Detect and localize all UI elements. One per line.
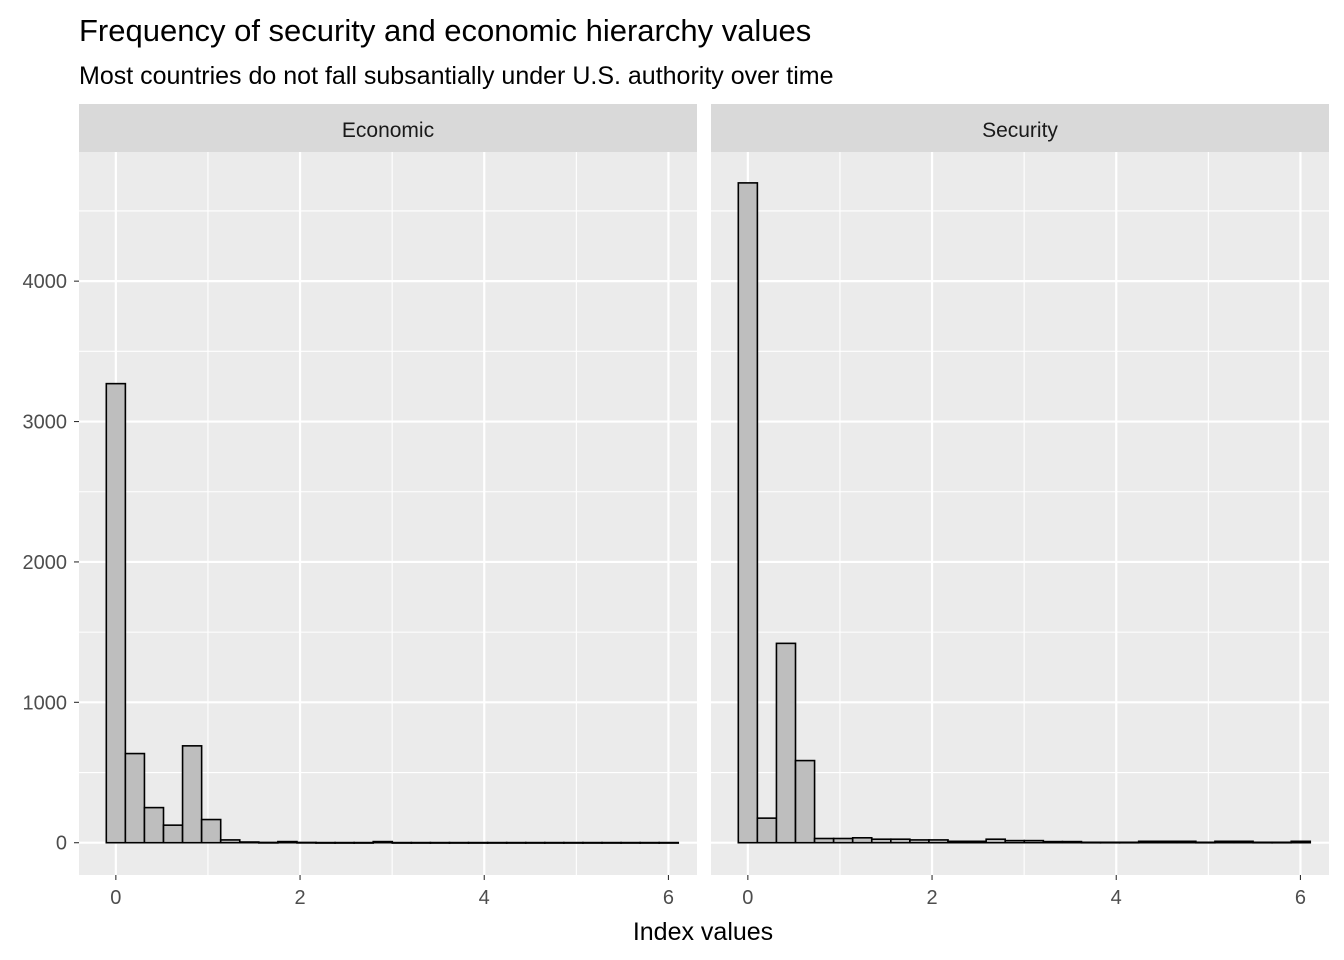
panels-layer: Economic 0 2 4 6 Security 0 2 4 6 [79, 104, 1329, 909]
histogram-bar [410, 841, 432, 844]
histogram-bar [966, 840, 987, 844]
histogram-bar [601, 841, 622, 844]
histogram-bar [1214, 840, 1235, 844]
histogram-bar [544, 841, 565, 844]
x-tick-label: 6 [663, 887, 674, 909]
histogram-bar [890, 838, 911, 844]
panel-background [79, 152, 697, 875]
histogram-bar [813, 837, 835, 844]
x-axis-title: Index values [633, 918, 773, 946]
histogram-bar [775, 642, 797, 844]
histogram-bar [505, 841, 527, 844]
histogram-bar [1176, 840, 1197, 844]
histogram-bar [277, 840, 298, 844]
histogram-bar [429, 841, 451, 844]
histogram-bar [947, 840, 968, 844]
panel-strip-label: Security [982, 119, 1058, 142]
histogram-bar [1156, 840, 1178, 844]
histogram-bar [162, 824, 184, 844]
histogram-bar [353, 841, 375, 844]
histogram-bar [794, 759, 816, 844]
histogram-bar [124, 752, 146, 844]
panel-strip-label: Economic [342, 119, 434, 142]
histogram-bar [334, 841, 355, 844]
histogram-bar [1099, 841, 1121, 844]
x-tick-label: 4 [1111, 887, 1122, 909]
histogram-bar [467, 841, 489, 844]
histogram-bar [486, 841, 508, 844]
histogram-bar [658, 841, 680, 844]
histogram-bar [1080, 841, 1102, 844]
panel-security: Security 0 2 4 6 [711, 104, 1329, 909]
y-tick-label: 0 [56, 833, 67, 855]
histogram-bar [620, 841, 641, 844]
panel-strip [79, 104, 697, 152]
histogram-bar [832, 837, 854, 844]
histogram-bar [1252, 841, 1273, 844]
histogram-bar [1137, 840, 1159, 844]
histogram-bar [1290, 840, 1312, 844]
y-tick-label: 2000 [23, 552, 68, 574]
histogram-bar [1004, 839, 1026, 844]
x-tick-label: 0 [110, 887, 121, 909]
histogram-bar [315, 841, 336, 844]
histogram-bar [1118, 841, 1140, 844]
y-tick-label: 1000 [23, 692, 68, 714]
y-tick-label: 3000 [23, 412, 68, 434]
histogram-bar [870, 838, 892, 844]
histogram-bar [1042, 840, 1064, 844]
histogram-bar [737, 182, 759, 844]
histogram-bar [258, 841, 279, 844]
histogram-bar [928, 839, 949, 844]
histogram-bar [238, 841, 260, 844]
histogram-bar [985, 838, 1007, 844]
histogram-bar [1195, 841, 1216, 844]
y-axis: 0 1000 2000 3000 4000 [23, 271, 79, 855]
histogram-bar [1271, 841, 1292, 844]
histogram-bar [296, 841, 317, 844]
x-tick-label: 2 [294, 887, 305, 909]
panel-strip [711, 104, 1329, 152]
histogram-bar [1233, 840, 1254, 844]
x-tick-label: 6 [1295, 887, 1306, 909]
x-tick-label: 2 [926, 887, 937, 909]
histogram-bar [909, 839, 930, 844]
panel-background [711, 152, 1329, 875]
histogram-bar [1061, 840, 1083, 844]
histogram-bar [563, 841, 584, 844]
x-tick-label: 0 [742, 887, 753, 909]
histogram-bar [524, 841, 546, 844]
histogram-bar [143, 806, 165, 844]
histogram-bar [639, 841, 660, 844]
x-tick-label: 4 [479, 887, 490, 909]
histogram-bar [1023, 839, 1045, 844]
histogram-bar [582, 841, 603, 844]
histogram-bar [219, 839, 241, 844]
chart-title: Frequency of security and economic hiera… [79, 13, 811, 48]
histogram-bar [391, 841, 413, 844]
y-tick-label: 4000 [23, 271, 68, 293]
histogram-bar [200, 818, 222, 844]
panel-economic: Economic 0 2 4 6 [79, 104, 697, 909]
chart-subtitle: Most countries do not fall subsantially … [79, 62, 834, 90]
histogram-bar [448, 841, 470, 844]
histogram-bar [372, 840, 394, 844]
histogram-bar [105, 382, 127, 844]
histogram-bar [181, 745, 203, 844]
histogram-bar [851, 836, 873, 844]
histogram-bar [756, 817, 778, 844]
